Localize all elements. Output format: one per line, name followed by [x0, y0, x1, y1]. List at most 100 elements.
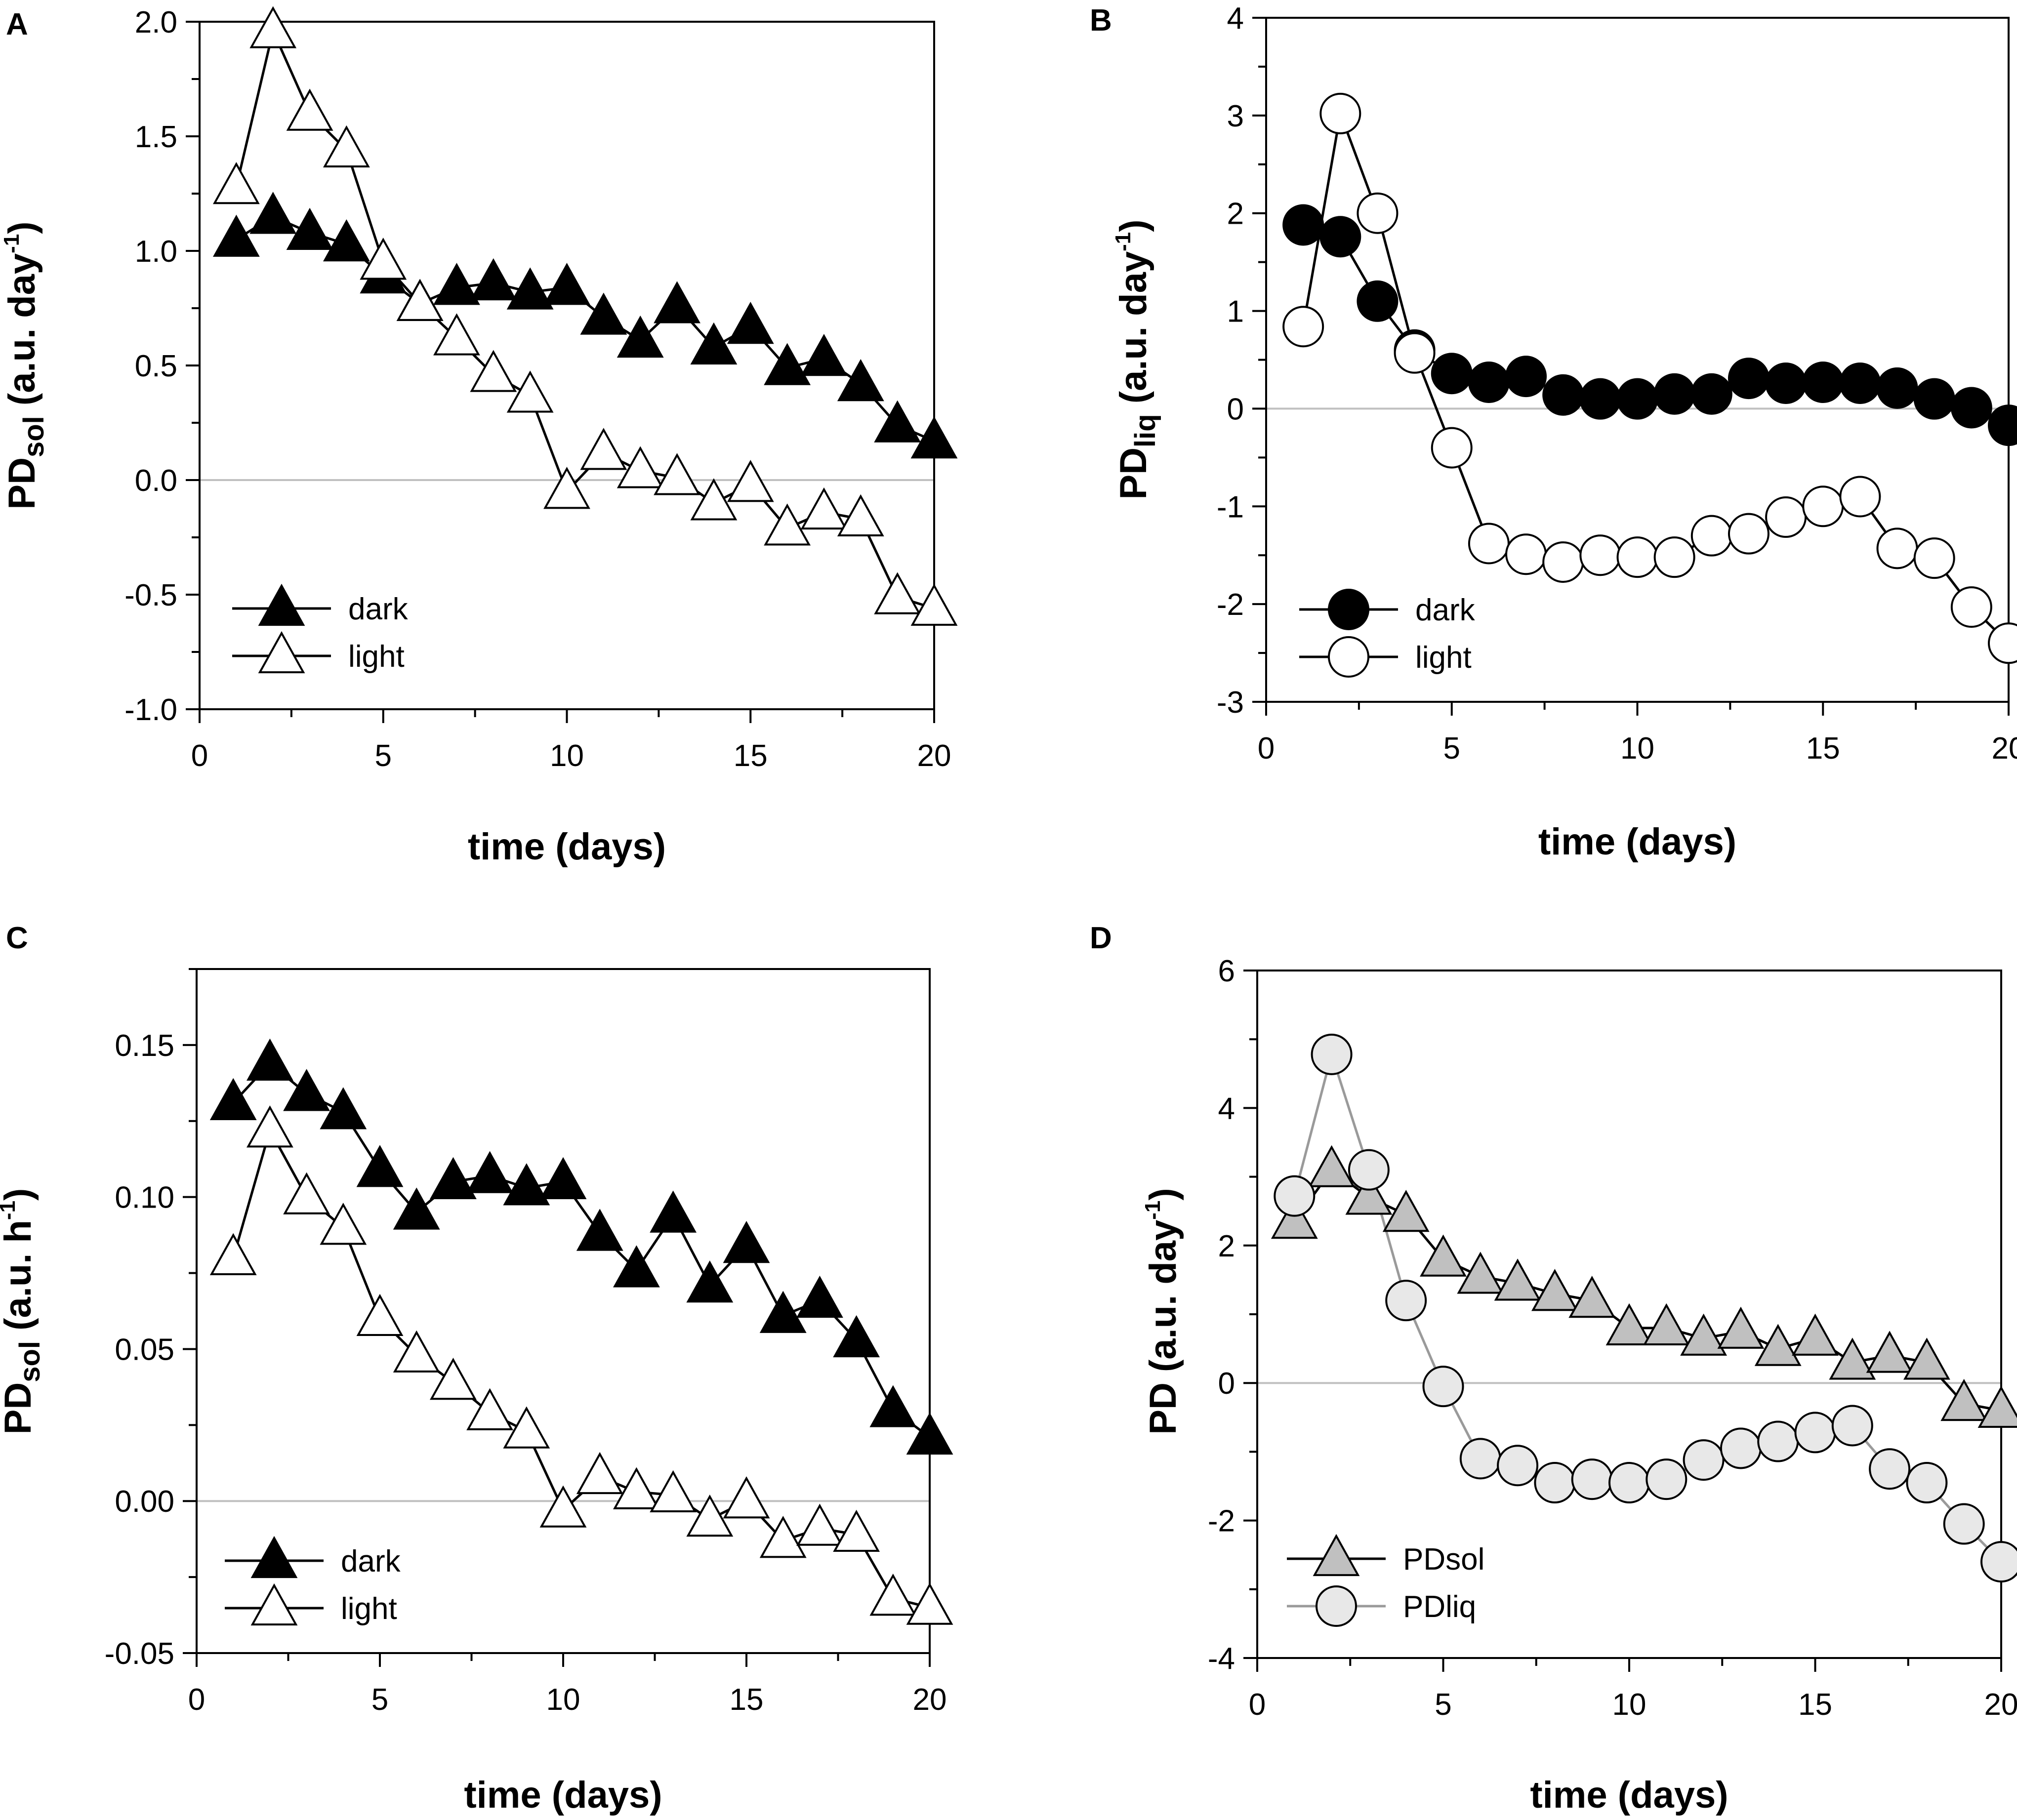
- y-tick-label: 1: [1227, 295, 1244, 329]
- x-tick-label: 0: [191, 739, 208, 773]
- data-point-light: [723, 1476, 770, 1519]
- data-point-dark: [543, 263, 590, 305]
- legend-marker-light: [250, 1583, 298, 1626]
- y-tick-label: 0.15: [115, 1029, 174, 1063]
- data-point-light: [320, 1203, 367, 1245]
- data-point-dark: [246, 1038, 293, 1081]
- series-points-dark: [1282, 204, 2017, 446]
- legend-label-pdliq: PDliq: [1403, 1590, 1476, 1624]
- data-point-pdliq: [1720, 1427, 1762, 1469]
- data-point-pdsol: [1977, 1385, 2017, 1428]
- data-point-dark: [910, 416, 958, 459]
- data-point-pdliq: [1683, 1439, 1725, 1481]
- data-point-dark: [1690, 373, 1732, 415]
- data-point-dark: [212, 214, 260, 257]
- legend: dark light: [225, 1536, 401, 1626]
- data-point-pdsol: [1420, 1234, 1467, 1277]
- x-tick-label: 0: [188, 1683, 205, 1717]
- data-point-light: [1950, 586, 1992, 628]
- data-point-dark: [686, 1260, 734, 1303]
- data-point-dark: [323, 219, 370, 262]
- x-tick-label: 10: [1620, 731, 1654, 766]
- legend-marker-light: [1328, 636, 1369, 678]
- data-point-dark: [1319, 216, 1361, 258]
- data-point-pdliq: [1608, 1462, 1650, 1504]
- panel-letter: C: [6, 921, 28, 955]
- data-point-light: [466, 1388, 514, 1430]
- data-point-pdsol: [1866, 1331, 1913, 1373]
- y-tick-label: -1: [1217, 490, 1244, 524]
- data-point-light: [576, 1452, 623, 1495]
- legend-label-dark: dark: [341, 1544, 401, 1578]
- data-point-pdliq: [1274, 1175, 1316, 1217]
- data-point-dark: [1431, 353, 1473, 395]
- y-title-main: PD: [0, 1382, 39, 1435]
- data-point-light: [1802, 485, 1844, 527]
- data-point-pdliq: [1757, 1420, 1799, 1462]
- legend-label-light: light: [341, 1592, 397, 1626]
- data-point-dark: [723, 1221, 770, 1263]
- y-tick-label: 0.0: [135, 464, 177, 498]
- data-point-dark: [833, 1315, 880, 1358]
- legend-label-pdsol: PDsol: [1403, 1542, 1484, 1577]
- data-point-pdsol: [1345, 1173, 1393, 1215]
- y-tick-label: 0.00: [115, 1485, 174, 1519]
- data-point-dark: [837, 359, 884, 402]
- data-point-dark: [249, 192, 297, 234]
- legend: dark light: [232, 583, 409, 674]
- x-axis-title: time (days): [468, 826, 666, 868]
- data-point-dark: [539, 1157, 587, 1200]
- data-point-dark: [1542, 374, 1584, 416]
- x-tick-label: 20: [1992, 731, 2017, 766]
- data-point-light: [1282, 306, 1324, 348]
- data-point-light: [800, 487, 848, 530]
- y-tick-label: -2: [1208, 1504, 1235, 1538]
- data-point-dark: [580, 292, 627, 335]
- data-point-light: [323, 125, 370, 167]
- data-point-light: [1542, 541, 1584, 583]
- legend-marker-dark: [1328, 589, 1369, 630]
- data-point-pdsol: [1643, 1303, 1690, 1345]
- y-tick-label: -4: [1208, 1642, 1235, 1676]
- x-tick-label: 5: [375, 739, 392, 773]
- data-point-pdsol: [1308, 1145, 1356, 1187]
- y-tick-label: -3: [1217, 686, 1244, 720]
- data-point-pdliq: [1906, 1462, 1948, 1504]
- data-point-pdliq: [1497, 1445, 1539, 1487]
- y-tick-label: 2.0: [135, 5, 177, 40]
- series-points-dark: [212, 192, 958, 459]
- data-point-dark: [1802, 362, 1844, 404]
- data-point-pdsol: [1531, 1269, 1578, 1311]
- y-axis-title: PDsol (a.u. h-1): [0, 1188, 46, 1435]
- data-point-pdliq: [1385, 1280, 1427, 1322]
- data-point-light: [1988, 622, 2017, 664]
- data-point-pdliq: [1348, 1149, 1390, 1191]
- data-point-pdliq: [1943, 1503, 1985, 1545]
- data-point-light: [1839, 476, 1881, 518]
- data-point-dark: [1505, 356, 1547, 398]
- data-point-pdliq: [1459, 1438, 1501, 1480]
- y-title-main: PD: [1142, 1382, 1184, 1435]
- data-point-dark: [433, 263, 480, 305]
- data-point-dark: [466, 1151, 514, 1193]
- data-point-light: [796, 1503, 843, 1546]
- x-tick-label: 10: [1612, 1688, 1647, 1722]
- data-point-dark: [796, 1275, 843, 1318]
- data-point-dark: [759, 1291, 807, 1333]
- series-points-light: [212, 6, 958, 626]
- data-point-dark: [650, 1190, 697, 1233]
- data-point-dark: [874, 400, 921, 443]
- data-point-light: [356, 1294, 404, 1336]
- y-title-main: PD: [1, 457, 43, 510]
- data-point-dark: [654, 281, 700, 324]
- x-tick-label: 0: [1258, 731, 1275, 766]
- x-axis-title: time (days): [1538, 821, 1736, 863]
- data-point-light: [580, 428, 627, 470]
- data-point-light: [393, 1330, 440, 1373]
- y-title-unit: (a.u. day: [1112, 251, 1154, 414]
- y-title-superscript: -1: [1141, 1201, 1165, 1220]
- data-point-pdsol: [1494, 1258, 1541, 1301]
- data-point-dark: [800, 333, 848, 376]
- data-point-light: [1876, 527, 1918, 569]
- data-point-dark: [506, 267, 554, 310]
